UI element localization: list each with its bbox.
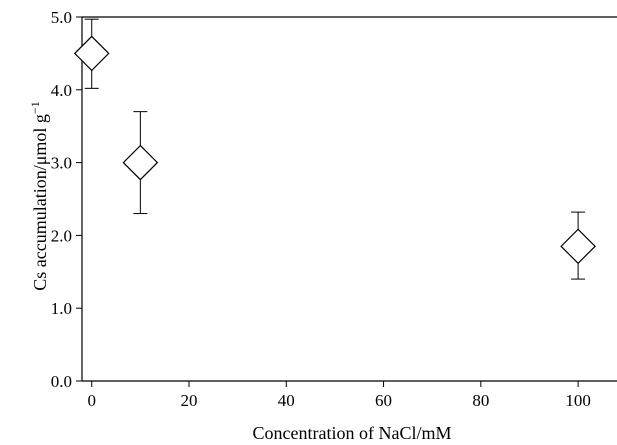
y-axis-title-superscript: −1 <box>28 101 42 114</box>
x-tick-label: 80 <box>472 391 489 410</box>
axes <box>81 16 617 382</box>
y-tick-label: 3.0 <box>51 154 72 173</box>
x-tick-label: 40 <box>278 391 295 410</box>
y-tick-label: 4.0 <box>51 81 72 100</box>
tick-labels: 0 20 40 60 80 100 0.0 1.0 2.0 3.0 4.0 5.0 <box>51 8 591 410</box>
x-tick-label: 20 <box>181 391 198 410</box>
y-tick-label: 2.0 <box>51 226 72 245</box>
error-bars <box>84 18 586 280</box>
y-tick-label: 1.0 <box>51 299 72 318</box>
ticks <box>76 16 579 387</box>
x-tick-label: 100 <box>565 391 591 410</box>
data-markers <box>73 35 596 265</box>
y-axis-title-main: Cs accumulation/μmol g <box>30 114 50 291</box>
x-tick-label: 60 <box>375 391 392 410</box>
x-tick-label: 0 <box>87 391 96 410</box>
data-point-diamond <box>560 228 596 265</box>
y-tick-label: 5.0 <box>51 8 72 27</box>
y-axis-title: Cs accumulation/μmol g−1 <box>28 101 50 290</box>
data-point-diamond <box>73 35 110 72</box>
x-axis-title: Concentration of NaCl/mM <box>253 423 452 443</box>
y-tick-label: 0.0 <box>51 372 72 391</box>
data-point-diamond <box>122 144 159 181</box>
